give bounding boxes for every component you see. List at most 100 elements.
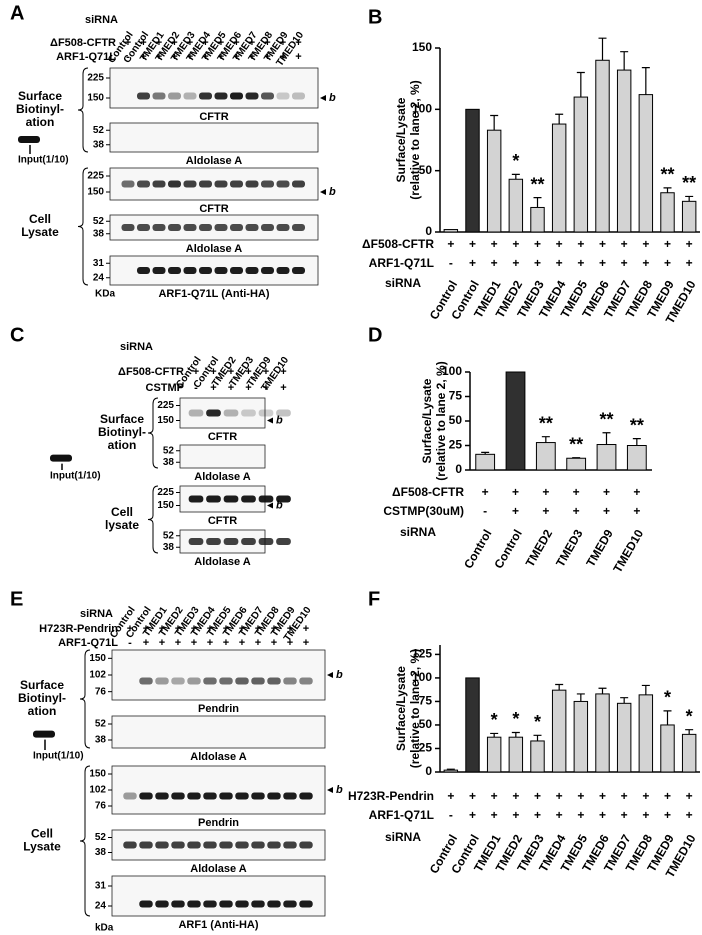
mw-marker: 52 (163, 445, 175, 456)
band (214, 92, 228, 100)
band (276, 224, 290, 231)
y-tick-label: 50 (449, 413, 463, 427)
condition-sign: + (207, 637, 213, 649)
band (183, 92, 197, 100)
condition-sign: + (245, 382, 251, 394)
condition-sign: + (156, 51, 162, 63)
input-label: Input(1/10) (33, 751, 84, 762)
band (171, 841, 185, 849)
blot (109, 122, 319, 153)
condition-label: ΔF508-CFTR (50, 37, 116, 49)
band (229, 180, 244, 188)
band (214, 180, 228, 188)
band (214, 267, 228, 274)
condition-label: ARF1-Q71L (56, 51, 116, 63)
input-band (18, 135, 40, 143)
condition-sign: + (469, 789, 476, 803)
mw-marker: 102 (89, 670, 106, 681)
mw-marker: 150 (87, 93, 104, 104)
band (155, 900, 169, 908)
error-bar (576, 71, 585, 98)
mw-marker: 38 (95, 847, 107, 858)
condition-sign: + (303, 623, 309, 635)
band (171, 900, 185, 908)
band (267, 841, 281, 849)
y-tick-label: 75 (419, 694, 433, 708)
band (198, 180, 213, 188)
mw-marker: 150 (87, 187, 104, 198)
band (219, 900, 233, 908)
condition-sign: + (491, 808, 498, 822)
bar (638, 694, 654, 773)
condition-sign: + (556, 256, 563, 270)
band (206, 495, 221, 503)
band (155, 792, 169, 800)
condition-sign: + (264, 37, 270, 49)
band (219, 792, 233, 800)
band (188, 409, 204, 417)
error-bar (576, 693, 585, 702)
condition-sign: + (280, 382, 286, 394)
band (167, 92, 182, 100)
error-bar (598, 37, 607, 61)
band-arrow (267, 502, 273, 509)
condition-sign: + (556, 789, 563, 803)
band (206, 409, 221, 417)
band (152, 224, 166, 231)
band (203, 677, 217, 685)
error-bar (481, 451, 490, 455)
bar (681, 200, 697, 233)
condition-sign: + (664, 237, 671, 251)
mw-marker: 150 (157, 500, 174, 511)
condition-sign: + (512, 256, 519, 270)
condition-sign: + (287, 623, 293, 635)
condition-sign: + (303, 637, 309, 649)
group-label: Surface (20, 678, 64, 692)
mw-marker: 31 (95, 881, 107, 892)
condition-label: CSTMP(30uM) (383, 504, 464, 518)
band-tag: b (329, 186, 336, 198)
mw-marker: 225 (87, 171, 104, 182)
band (187, 677, 201, 685)
blot (179, 397, 266, 429)
condition-label: ARF1-Q71L (58, 637, 118, 649)
error-bar (533, 197, 542, 208)
band (229, 92, 244, 100)
mw-marker: 52 (93, 125, 105, 136)
band (198, 92, 213, 100)
condition-sign: + (664, 256, 671, 270)
bar (530, 206, 545, 233)
band (214, 224, 228, 231)
mw-marker: 52 (95, 832, 107, 843)
band (258, 409, 274, 417)
error-bar (641, 684, 650, 695)
condition-sign: + (143, 637, 149, 649)
condition-sign: + (295, 51, 301, 63)
band (188, 538, 204, 545)
error-bar (555, 683, 564, 691)
band (139, 792, 153, 800)
error-bar (490, 732, 499, 738)
blot-label: CFTR (199, 111, 228, 123)
condition-sign: + (191, 637, 197, 649)
band (299, 677, 313, 685)
bar (535, 442, 556, 471)
condition-sign: + (603, 485, 610, 499)
x-tick-label: Control (491, 527, 524, 571)
blot-label: CFTR (199, 203, 228, 215)
band (183, 224, 197, 231)
significance: * (512, 151, 519, 171)
condition-sign: + (447, 789, 454, 803)
group-label: ation (26, 115, 55, 129)
condition-sign: + (223, 637, 229, 649)
bar (475, 453, 496, 471)
band (171, 792, 185, 800)
mw-marker: 225 (87, 73, 104, 84)
blot-label: ARF1 (Anti-HA) (178, 919, 258, 931)
band-tag: b (276, 414, 283, 426)
condition-sign: + (233, 51, 239, 63)
condition-sign: + (512, 789, 519, 803)
group-label: ation (108, 438, 137, 452)
lane-axis-label: siRNA (80, 608, 113, 620)
